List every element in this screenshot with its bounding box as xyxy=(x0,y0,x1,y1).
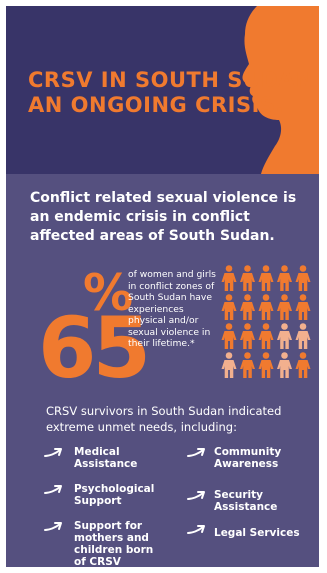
stat-figure: % 65 xyxy=(38,264,178,397)
arrow-icon xyxy=(44,485,62,494)
percent-value: 65 xyxy=(38,299,151,397)
need-support-mothers-children: Support for mothers and children born of… xyxy=(74,520,154,567)
person-icon xyxy=(295,294,311,320)
person-icon xyxy=(221,352,237,378)
needs-intro: CRSV survivors in South Sudan indicated … xyxy=(46,404,282,434)
person-icon xyxy=(277,323,292,349)
arrow-icon xyxy=(187,448,205,457)
header-band: CRSV IN SOUTH SUDAN AN ONGOING CRISIS. xyxy=(6,6,319,174)
arrow-icon xyxy=(187,491,205,500)
person-icon xyxy=(240,294,255,320)
title-line-1: CRSV IN SOUTH SUDAN xyxy=(28,68,314,92)
person-icon xyxy=(277,294,292,320)
percent-symbol: % xyxy=(83,264,134,322)
need-legal-services: Legal Services xyxy=(214,527,300,539)
stat-description: of women and girls in conflict zones of … xyxy=(128,269,216,349)
person-icon xyxy=(240,352,255,378)
arrow-icon xyxy=(44,448,62,457)
person-icon xyxy=(295,352,311,378)
person-icon xyxy=(258,352,274,378)
need-security-assistance: Security Assistance xyxy=(214,489,278,513)
person-icon xyxy=(258,265,274,291)
person-icon xyxy=(277,352,292,378)
page-title: CRSV IN SOUTH SUDAN AN ONGOING CRISIS. xyxy=(28,68,313,118)
person-icon xyxy=(240,265,255,291)
intro-text: Conflict related sexual violence is an e… xyxy=(30,190,297,244)
people-grid xyxy=(220,264,314,382)
person-icon xyxy=(277,265,292,291)
person-icon xyxy=(258,323,274,349)
person-icon xyxy=(221,294,237,320)
person-icon xyxy=(258,294,274,320)
arrow-icon xyxy=(187,525,205,534)
need-community-awareness: Community Awareness xyxy=(214,446,282,470)
arrow-icon xyxy=(44,522,62,531)
person-icon xyxy=(295,323,311,349)
title-line-2: AN ONGOING CRISIS. xyxy=(28,93,285,117)
need-medical-assistance: Medical Assistance xyxy=(74,446,138,470)
infographic: CRSV IN SOUTH SUDAN AN ONGOING CRISIS. C… xyxy=(6,6,319,567)
woman-silhouette-icon xyxy=(242,6,319,174)
person-icon xyxy=(221,323,237,349)
person-icon xyxy=(295,265,311,291)
need-psychological-support: Psychological Support xyxy=(74,483,155,507)
person-icon xyxy=(221,265,237,291)
person-icon xyxy=(240,323,255,349)
